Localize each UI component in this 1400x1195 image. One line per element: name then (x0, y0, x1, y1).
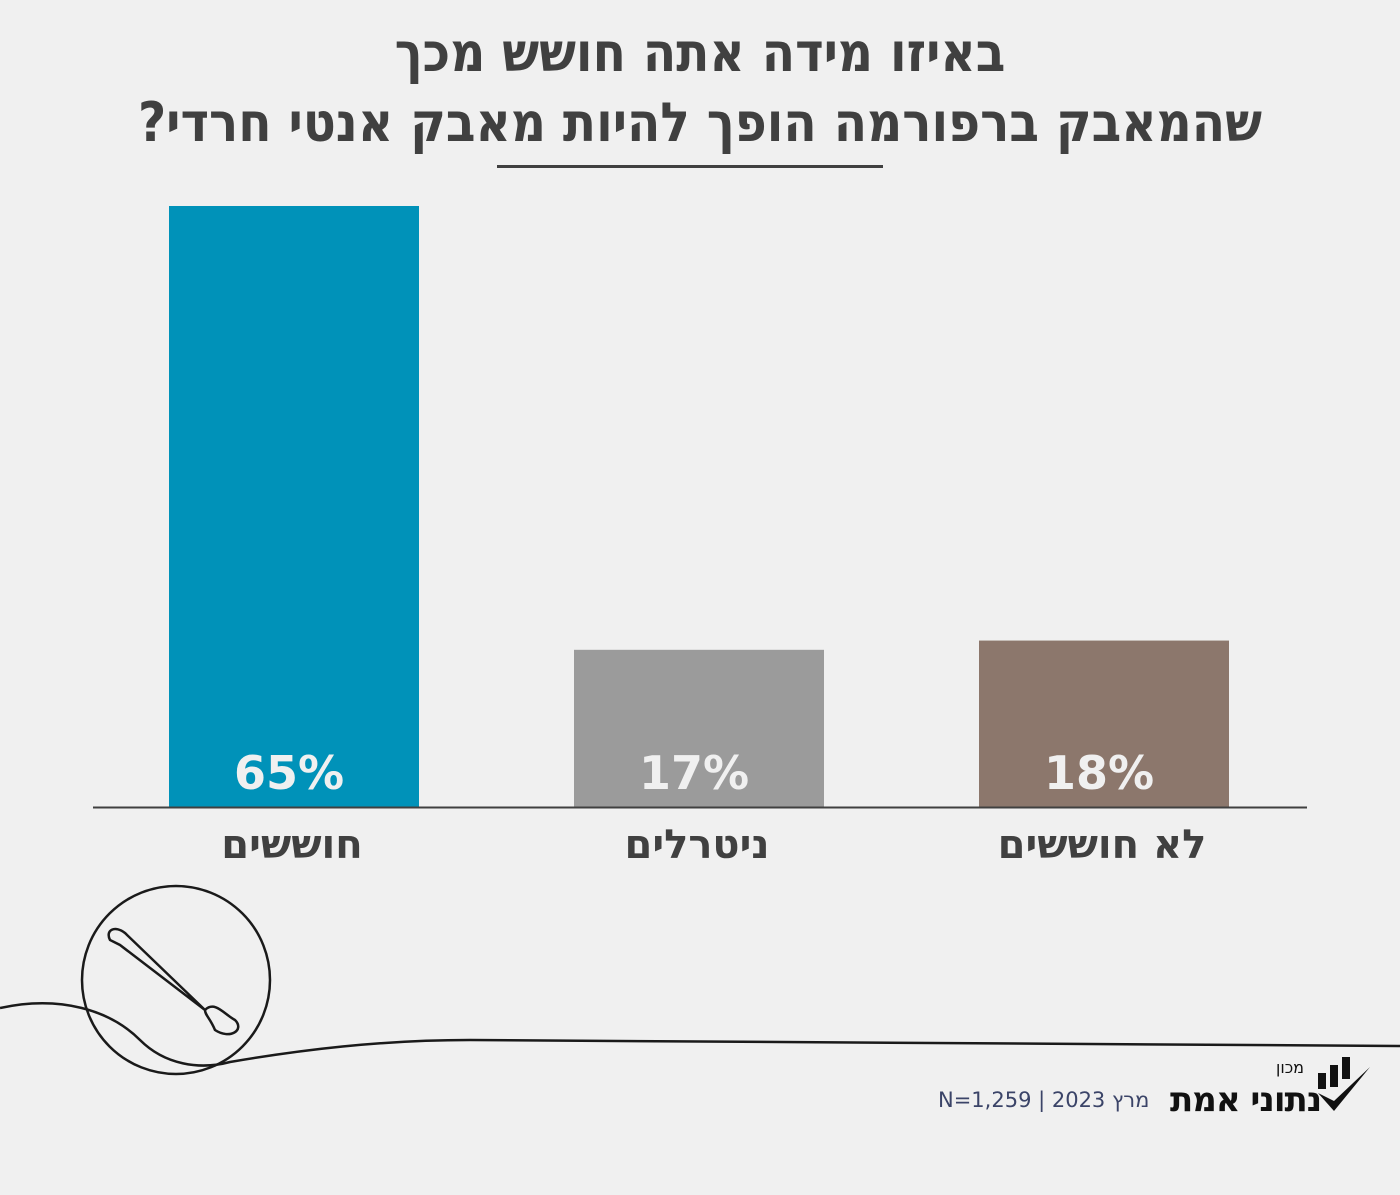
bar-0 (169, 206, 419, 807)
bar-1 (574, 649, 824, 807)
data-label-2: 18% (1044, 746, 1154, 800)
doodle-icon (0, 884, 1400, 1076)
logo-name: נתוני אמת (1170, 1080, 1322, 1120)
logo-check-icon (1318, 1057, 1370, 1111)
title-underline (497, 165, 883, 168)
data-label-1: 17% (639, 746, 749, 800)
logo-subtitle: מכון (1276, 1058, 1305, 1077)
bar-2 (979, 640, 1229, 807)
category-label-0: חוששים (221, 822, 363, 868)
category-label-1: ניטרלים (625, 822, 770, 868)
survey-meta: N=1,259 | 2023 מרץ (938, 1088, 1150, 1112)
data-label-0: 65% (234, 746, 344, 800)
category-label-2: לא חוששים (998, 822, 1207, 868)
chart-title-line-1: באיזו מידה אתה חושש מכך (394, 21, 1006, 84)
chart-title-line-2: שהמאבק ברפורמה הופך להיות מאבק אנטי חרדי… (137, 91, 1263, 154)
